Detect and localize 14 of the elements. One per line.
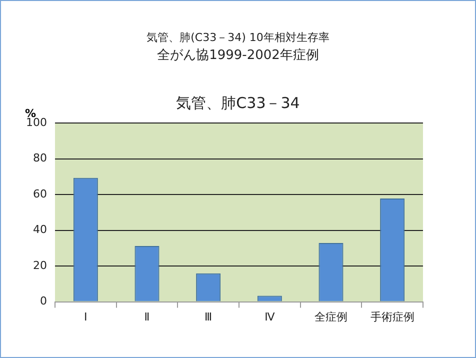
chart-title: 気管、肺C33－34 — [176, 94, 300, 112]
y-tick-label: 20 — [32, 258, 47, 272]
text: 気管、肺(C33－34) 10年相対生存率 — [146, 30, 330, 45]
y-tick-label: 0 — [40, 294, 47, 308]
x-tick-label: Ⅱ — [144, 310, 150, 324]
x-tick-label: Ⅳ — [264, 310, 276, 324]
y-tick-label: 80 — [32, 152, 47, 165]
x-tick-label: Ⅲ — [204, 310, 212, 324]
x-tick-label: Ⅰ — [84, 310, 88, 324]
y-tick-label: 60 — [32, 187, 47, 200]
x-tick-label: 全症例 — [314, 310, 348, 324]
y-tick-label: 40 — [32, 223, 47, 236]
text: 全がん協1999-2002年症例 — [156, 47, 320, 64]
x-tick-label: 手術症例 — [370, 310, 414, 324]
